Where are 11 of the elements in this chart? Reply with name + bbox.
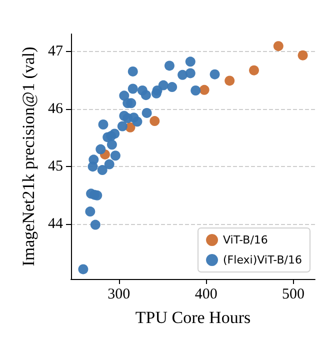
- x-tick-label: 500: [282, 286, 304, 302]
- legend-label: ViT-B/16: [223, 234, 268, 246]
- y-axis-title: ImageNet21k precision@1 (val): [19, 46, 38, 266]
- x-tick-label: 300: [108, 286, 130, 302]
- x-axis-title: TPU Core Hours: [135, 308, 251, 327]
- legend-label: (Flexi)ViT-B/16: [223, 254, 302, 266]
- x-tick-label: 400: [194, 286, 218, 302]
- y-tick-label: 46: [48, 100, 64, 117]
- y-tick-label: 44: [48, 216, 64, 232]
- y-tick-label: 47: [48, 43, 64, 60]
- y-tick-label: 45: [48, 158, 63, 175]
